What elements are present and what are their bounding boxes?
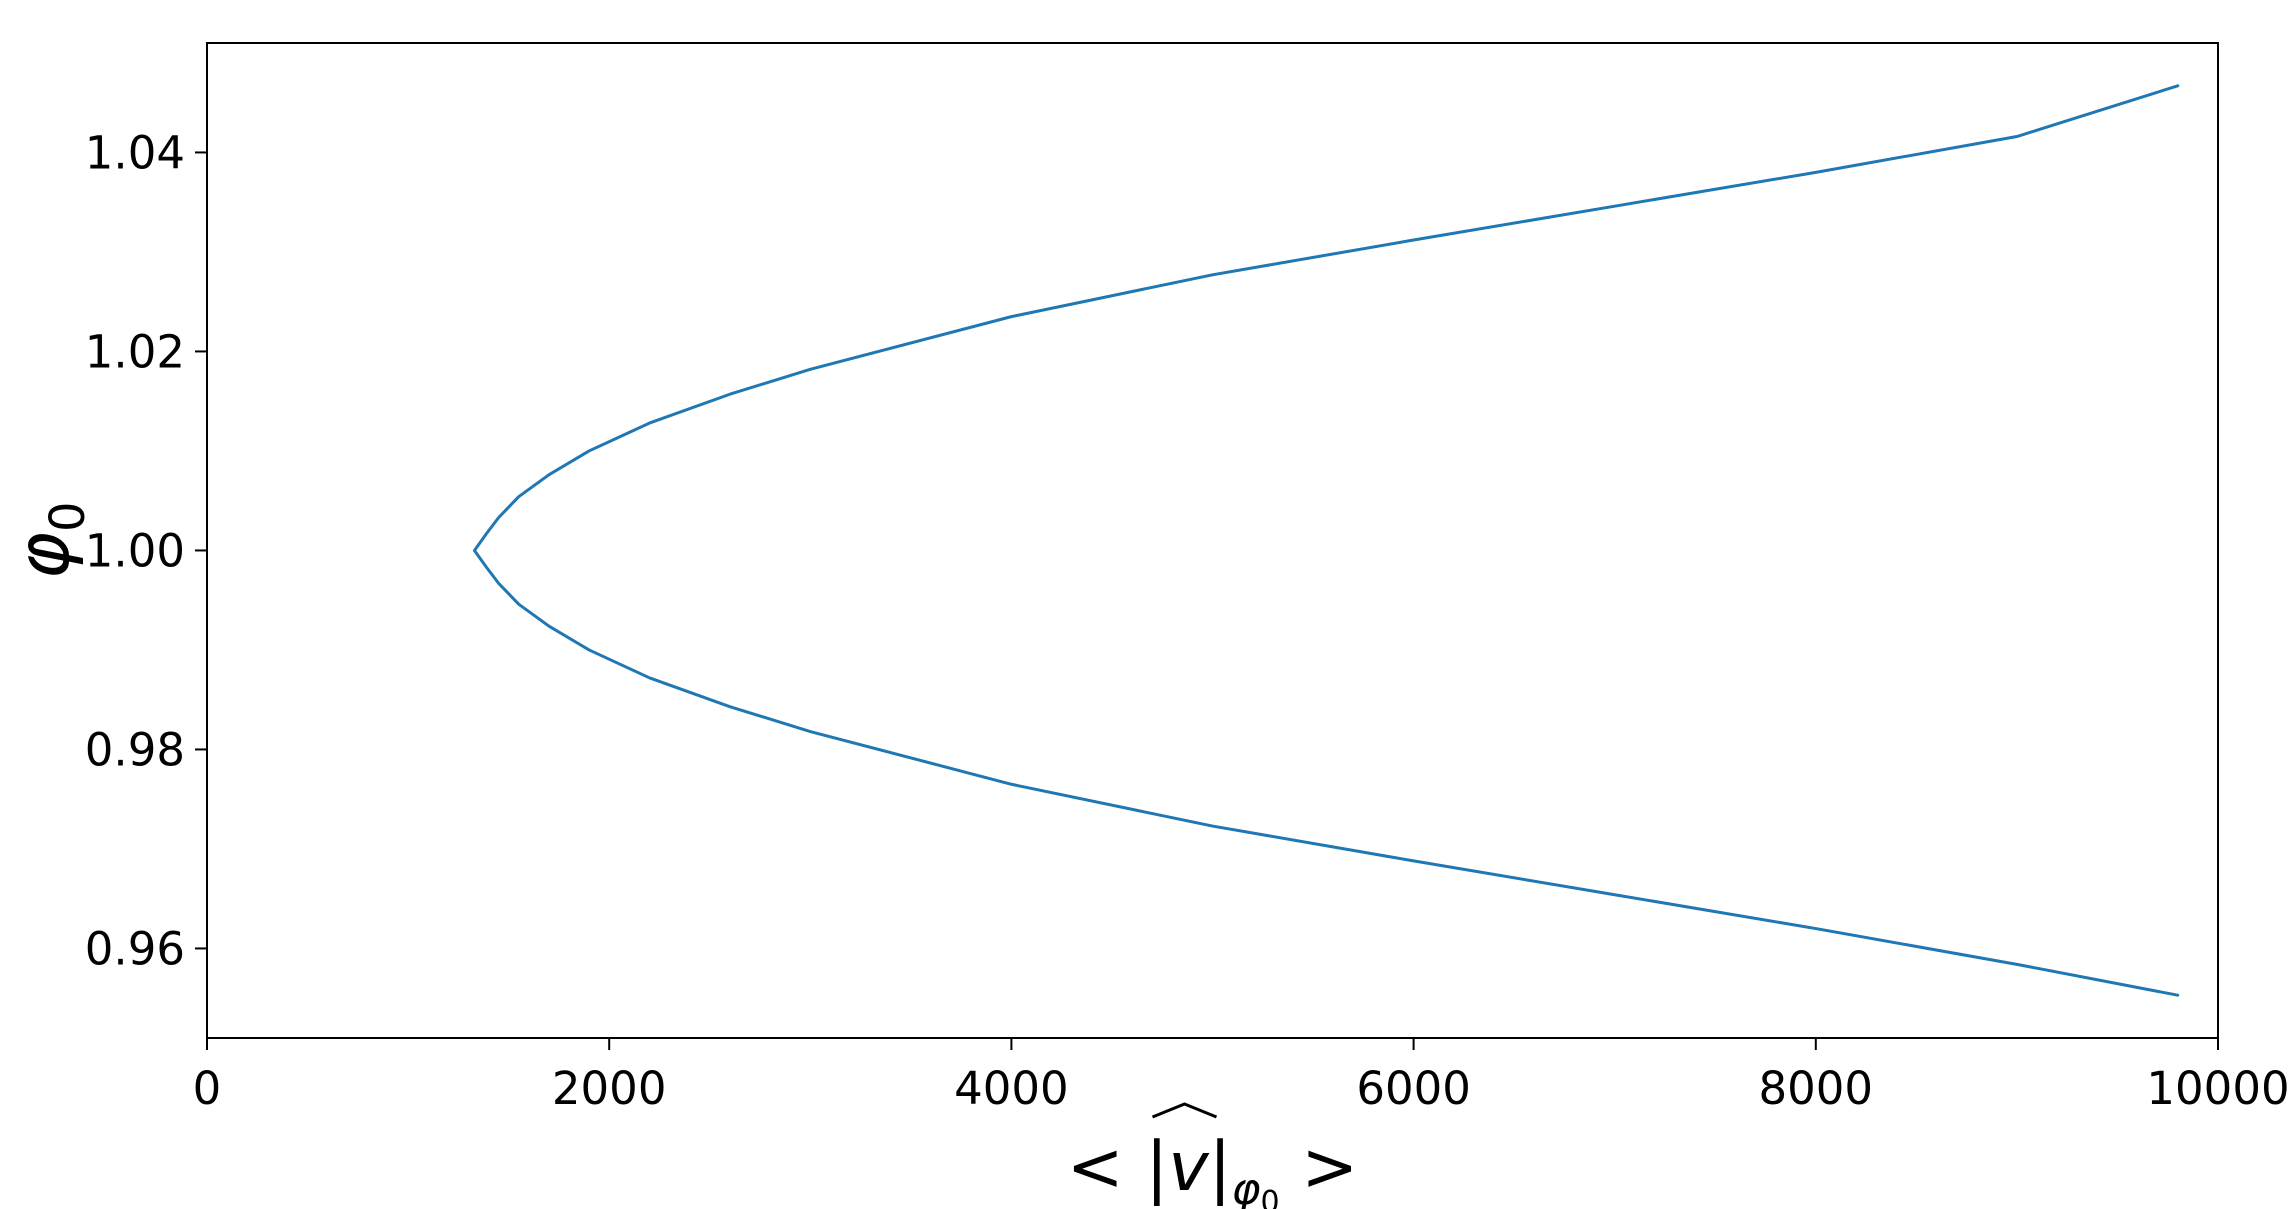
x-tick-label: 6000 — [1356, 1062, 1471, 1115]
x-axis-label: < |v|φ0 > — [1067, 1128, 1358, 1209]
x-tick-label: 4000 — [954, 1062, 1069, 1115]
series-line-0 — [472, 84, 2180, 997]
x-tick-label: 10000 — [2146, 1062, 2289, 1115]
axes-frame — [206, 42, 2219, 1039]
y-tick-label: 1.00 — [85, 524, 185, 577]
x-label-hat — [1151, 1102, 1218, 1119]
y-axis-label: φ0 — [1, 501, 96, 579]
x-tick-label: 8000 — [1759, 1062, 1874, 1115]
y-tick-label: 1.02 — [85, 325, 185, 378]
x-label-close: > — [1280, 1128, 1359, 1207]
x-label-v: v — [1168, 1128, 1210, 1207]
x-label-open: < | — [1067, 1128, 1169, 1207]
x-label-sub-zero: 0 — [1261, 1185, 1280, 1209]
y-tick-label: 1.04 — [85, 126, 185, 179]
plot-area — [472, 84, 2180, 997]
axes: 0 2000 4000 6000 8000 10000 0.96 0.98 1.00 1.02 1.… — [85, 42, 2290, 1115]
x-tick-label: 2000 — [552, 1062, 667, 1115]
axis-labels: φ0< |v|φ0 > — [1, 501, 1358, 1209]
y-axis-label-subscript: 0 — [40, 501, 96, 532]
y-tick-label: 0.96 — [85, 922, 185, 975]
x-label-bar: | — [1209, 1128, 1232, 1207]
y-tick-label: 0.98 — [85, 723, 185, 776]
x-label-sub-phi: φ — [1231, 1164, 1260, 1209]
x-tick-label: 0 — [193, 1062, 222, 1115]
